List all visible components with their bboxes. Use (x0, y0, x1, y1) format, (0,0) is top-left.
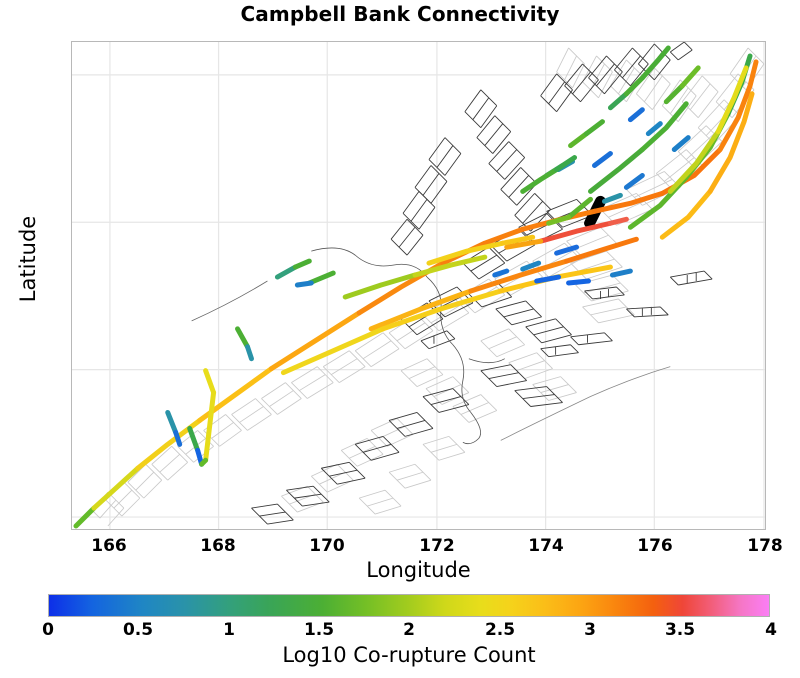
xtick-label: 170 (309, 536, 345, 556)
x-axis-label: Longitude (366, 558, 471, 582)
fault-mesh-dark (191, 42, 713, 525)
xtick-label: 176 (637, 536, 673, 556)
y-axis-label: Latitude (16, 215, 40, 303)
co-rupture-traces (73, 45, 759, 529)
xtick-label: 174 (528, 536, 564, 556)
colorbar-tick-label: 2.5 (484, 620, 516, 640)
map-plot-area (72, 42, 765, 529)
xtick-label: 168 (200, 536, 236, 556)
fault-mesh-light (91, 47, 765, 527)
colorbar-tick-label: 1.5 (303, 620, 335, 640)
colorbar-tick-label: 0.5 (122, 620, 154, 640)
colorbar-gradient (48, 594, 770, 617)
colorbar (48, 594, 770, 617)
colorbar-tick-label: 2 (403, 620, 415, 640)
gridlines (72, 42, 765, 529)
colorbar-label: Log10 Co-rupture Count (282, 643, 536, 667)
xtick-label: 166 (91, 536, 127, 556)
colorbar-tick-label: 3 (584, 620, 596, 640)
chart-title: Campbell Bank Connectivity (240, 2, 560, 26)
colorbar-tick-label: 4 (765, 620, 777, 640)
map-axes (71, 41, 766, 530)
xtick-label: 172 (419, 536, 455, 556)
colorbar-tick-label: 3.5 (664, 620, 696, 640)
colorbar-tick-label: 1 (223, 620, 235, 640)
xtick-label: 178 (747, 536, 783, 556)
colorbar-tick-label: 0 (42, 620, 54, 640)
